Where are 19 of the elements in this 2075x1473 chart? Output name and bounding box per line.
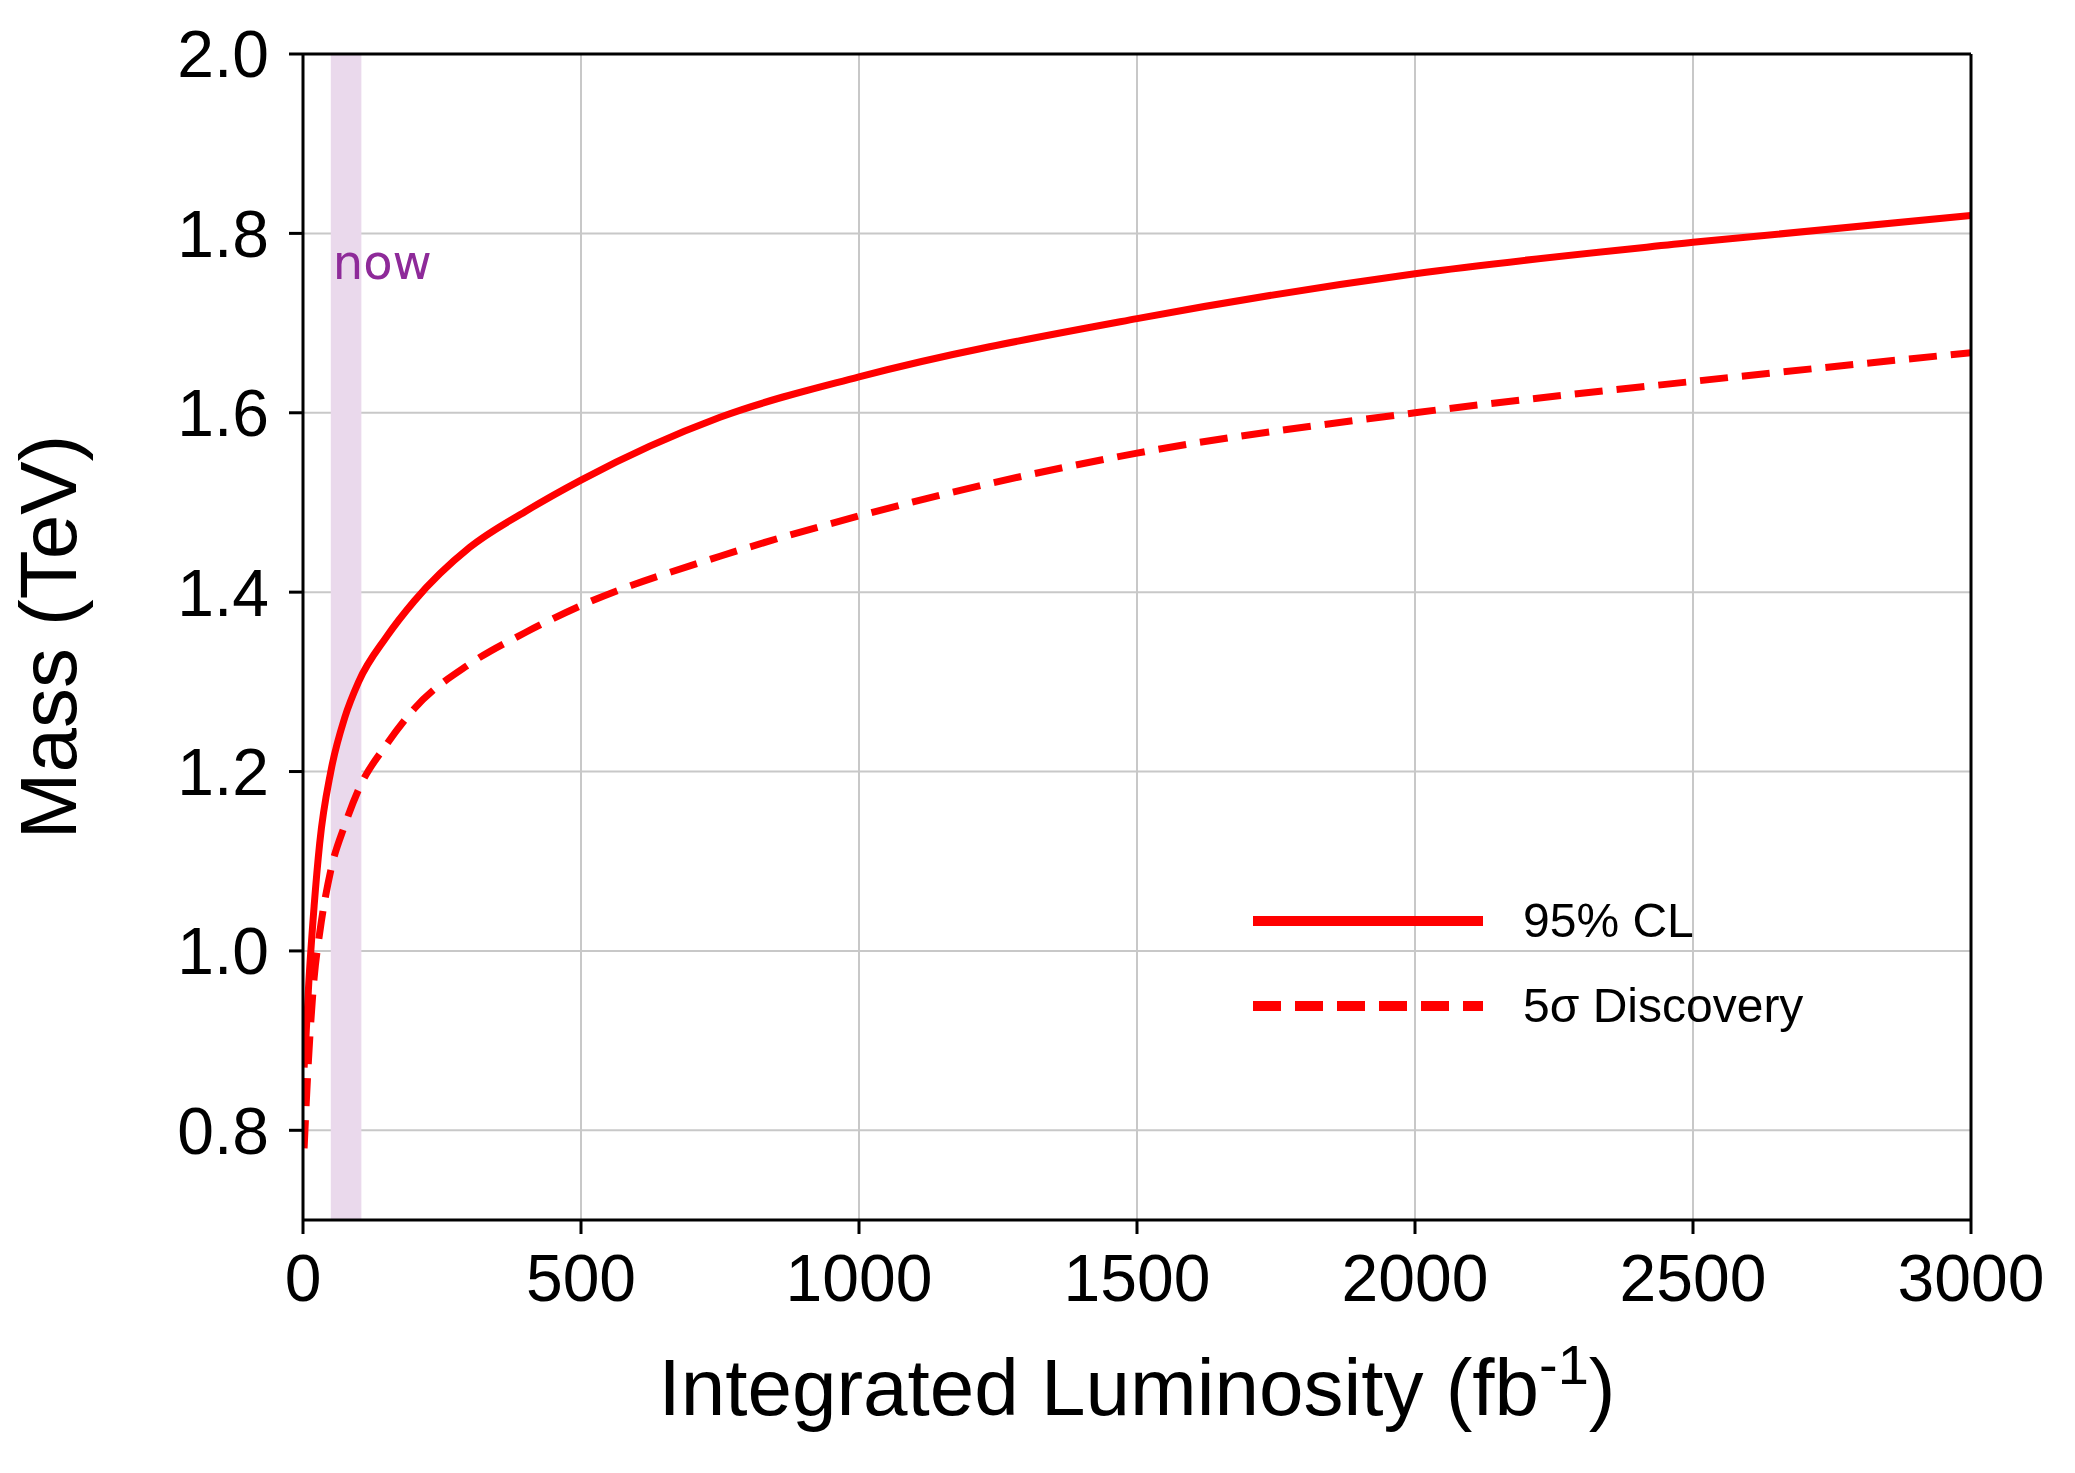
x-tick-label: 500 (525, 1240, 637, 1315)
band-label: now (332, 234, 432, 290)
y-tick-label: 2.0 (177, 17, 269, 92)
y-tick-label: 1.6 (177, 376, 269, 451)
y-axis-title: Mass (TeV) (4, 434, 94, 840)
y-tick-label: 1.8 (177, 196, 269, 271)
x-tick-label: 1000 (785, 1240, 933, 1315)
legend-label: 5σ Discovery (1523, 978, 1804, 1033)
x-tick-label: 2500 (1619, 1240, 1767, 1315)
x-tick-label: 1500 (1063, 1240, 1211, 1315)
x-axis-title: Integrated Luminosity (fb$^{-1}$) (658, 1332, 1616, 1432)
x-tick-label: 2000 (1341, 1240, 1489, 1315)
x-tick-label: 0 (284, 1240, 322, 1315)
y-tick-label: 1.2 (177, 734, 269, 809)
y-tick-label: 1.4 (177, 555, 269, 630)
y-tick-label: 1.0 (177, 914, 269, 989)
legend-label: 95% CL (1523, 893, 1694, 948)
y-tick-label: 0.8 (177, 1093, 269, 1168)
x-tick-label: 3000 (1897, 1240, 2045, 1315)
